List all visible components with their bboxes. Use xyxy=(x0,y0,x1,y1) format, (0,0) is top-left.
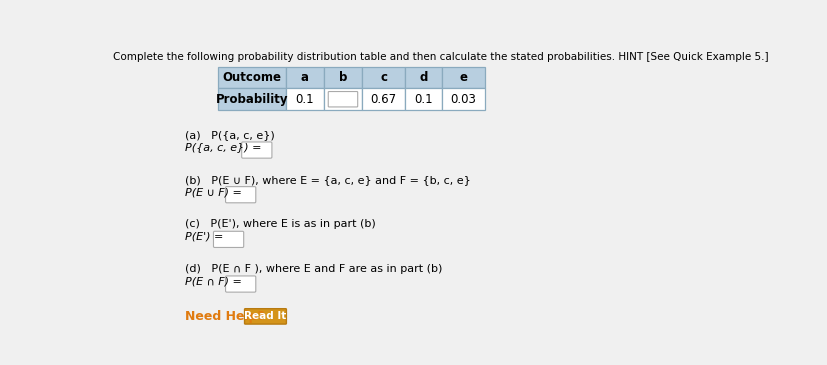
Text: Probability: Probability xyxy=(216,93,288,106)
Text: d: d xyxy=(419,71,428,84)
Bar xyxy=(323,88,362,110)
Text: 0.67: 0.67 xyxy=(370,93,396,106)
FancyBboxPatch shape xyxy=(213,231,243,247)
Text: (c)   P(E'), where E is as in part (b): (c) P(E'), where E is as in part (b) xyxy=(184,219,375,229)
Bar xyxy=(218,67,286,88)
FancyBboxPatch shape xyxy=(244,309,286,324)
Text: Read It: Read It xyxy=(244,311,286,321)
Text: (d)   P(E ∩ F ), where E and F are as in part (b): (d) P(E ∩ F ), where E and F are as in p… xyxy=(184,264,442,274)
Text: Complete the following probability distribution table and then calculate the sta: Complete the following probability distr… xyxy=(112,51,767,61)
Text: 0.1: 0.1 xyxy=(295,93,314,106)
FancyBboxPatch shape xyxy=(225,276,256,292)
Bar xyxy=(404,88,442,110)
Text: P(E ∩ F) =: P(E ∩ F) = xyxy=(184,276,241,286)
Text: (b)   P(E ∪ F), where E = {a, c, e} and F = {b, c, e}: (b) P(E ∪ F), where E = {a, c, e} and F … xyxy=(184,175,470,185)
Text: 0.1: 0.1 xyxy=(414,93,433,106)
Bar xyxy=(362,88,404,110)
Bar xyxy=(218,88,286,110)
Text: b: b xyxy=(338,71,347,84)
Text: P(E ∪ F) =: P(E ∪ F) = xyxy=(184,187,241,197)
Bar xyxy=(286,67,323,88)
Text: 0.03: 0.03 xyxy=(450,93,476,106)
Bar xyxy=(323,67,362,88)
Text: Need Help?: Need Help? xyxy=(184,310,265,323)
Text: P(E') =: P(E') = xyxy=(184,232,223,242)
FancyBboxPatch shape xyxy=(241,142,271,158)
Bar xyxy=(442,67,485,88)
Bar xyxy=(404,67,442,88)
Text: Outcome: Outcome xyxy=(222,71,281,84)
Text: c: c xyxy=(380,71,387,84)
Bar xyxy=(286,88,323,110)
Text: (a)   P({a, c, e}): (a) P({a, c, e}) xyxy=(184,130,275,140)
FancyBboxPatch shape xyxy=(225,187,256,203)
FancyBboxPatch shape xyxy=(327,92,357,107)
Text: P({a, c, e}) =: P({a, c, e}) = xyxy=(184,142,261,152)
Text: a: a xyxy=(301,71,308,84)
Bar xyxy=(442,88,485,110)
Bar xyxy=(362,67,404,88)
Text: e: e xyxy=(459,71,467,84)
